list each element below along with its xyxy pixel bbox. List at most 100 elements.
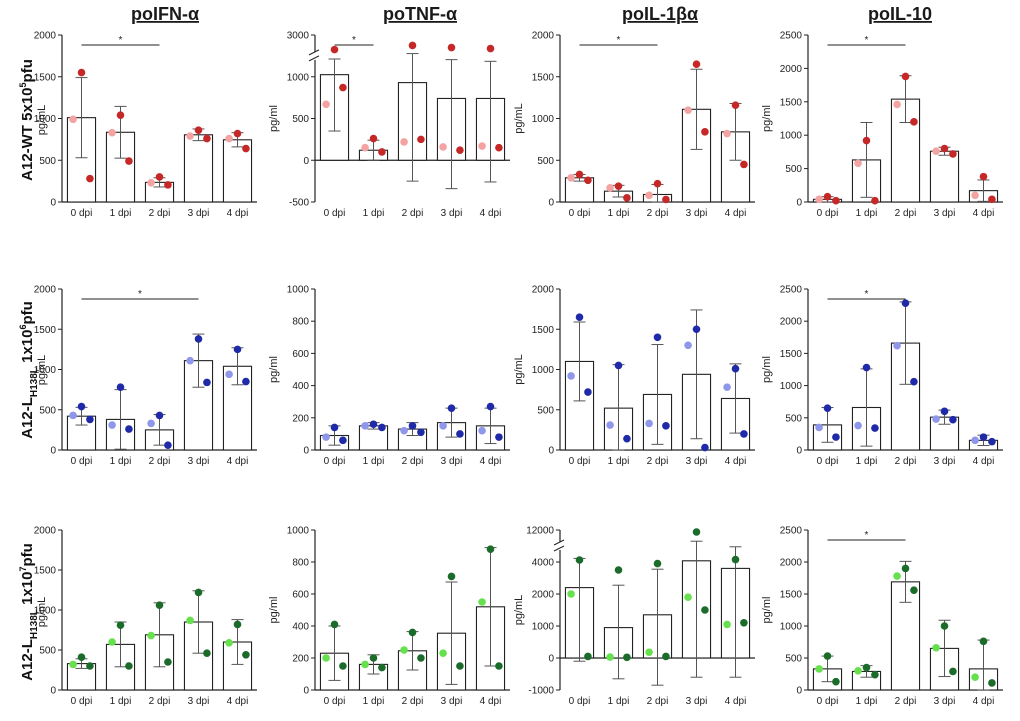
x-tick-label: 3 dpi bbox=[686, 456, 708, 467]
data-point bbox=[971, 436, 979, 445]
y-tick-label: 1500 bbox=[34, 566, 57, 577]
x-tick-label: 1 dpi bbox=[608, 208, 630, 219]
data-point bbox=[623, 653, 631, 662]
data-point bbox=[378, 423, 386, 432]
data-point bbox=[369, 420, 378, 429]
y-tick-label: 2000 bbox=[532, 285, 555, 296]
data-point bbox=[988, 437, 996, 446]
data-point bbox=[155, 601, 164, 609]
data-point bbox=[439, 649, 447, 657]
y-tick-label: 1500 bbox=[532, 325, 555, 336]
chart-panel-r0-c1: -500 0 500 1000 3000 pg/ml 0 dpi 1 dpi 2 dpi 3 dp… bbox=[268, 31, 510, 219]
data-point bbox=[486, 545, 495, 553]
data-point bbox=[339, 83, 347, 92]
y-axis-label: pg/ml bbox=[761, 597, 773, 624]
y-tick-label: 1500 bbox=[34, 72, 57, 83]
row-label-1e7: A12-LH138L 1x107pfu pg/mL bbox=[18, 543, 48, 681]
x-tick-label: 1 dpi bbox=[363, 696, 385, 707]
data-point bbox=[339, 662, 347, 670]
data-point bbox=[186, 356, 194, 365]
y-tick-label: 4000 bbox=[532, 558, 555, 569]
chart-panel-r0-c3: 0 500 1000 1500 2000 2500 pg/ml 0 dpi 1 dpi 2 dpi… bbox=[761, 31, 1003, 219]
data-point bbox=[832, 677, 840, 686]
x-tick-label: 0 dpi bbox=[569, 456, 591, 467]
x-tick-label: 2 dpi bbox=[895, 208, 917, 219]
chart-panel-r0-c0: 0 500 1000 1500 2000 0 dpi 1 dpi 2 dpi 3 dpi 4 dp… bbox=[34, 31, 257, 219]
x-tick-label: 2 dpi bbox=[895, 696, 917, 707]
data-point bbox=[815, 665, 823, 673]
y-tick-label: 600 bbox=[292, 349, 309, 360]
data-point bbox=[186, 132, 194, 140]
x-tick-label: 1 dpi bbox=[110, 208, 132, 219]
data-point bbox=[653, 179, 662, 188]
significance-star: * bbox=[865, 289, 869, 300]
data-point bbox=[932, 415, 940, 423]
y-tick-label: 2000 bbox=[34, 285, 57, 296]
x-tick-label: 3 dpi bbox=[441, 696, 463, 707]
y-tick-label: 0 bbox=[303, 446, 309, 457]
data-point bbox=[740, 160, 748, 169]
data-point bbox=[684, 106, 692, 114]
chart-panel-r2-c0: 0 500 1000 1500 2000 0 dpi 1 dpi 2 dpi 3 dpi 4 dp… bbox=[34, 526, 257, 707]
data-point bbox=[971, 673, 979, 681]
axis-break-mark bbox=[553, 539, 565, 546]
data-point bbox=[653, 333, 662, 342]
y-tick-label: -1000 bbox=[528, 686, 554, 697]
significance-star: * bbox=[138, 289, 142, 300]
data-point bbox=[723, 383, 731, 392]
chart-panel-r1-c1: 0 200 400 600 800 1000 pg/ml 0 dpi 1 dpi 2 dpi 3 d… bbox=[268, 285, 510, 467]
data-point bbox=[979, 172, 988, 181]
chart-panel-r2-c1: 0 200 400 600 800 1000 pg/ml 0 dpi 1 dpi 2 dpi 3 d… bbox=[268, 526, 510, 707]
y-tick-label: 2000 bbox=[34, 31, 57, 42]
data-point bbox=[125, 157, 133, 165]
data-point bbox=[692, 60, 701, 69]
x-tick-label: 4 dpi bbox=[725, 696, 747, 707]
x-tick-label: 0 dpi bbox=[71, 456, 93, 467]
chart-panel-r1-c0: 0 500 1000 1500 2000 0 dpi 1 dpi 2 dpi 3 dpi 4 dp… bbox=[34, 285, 257, 467]
y-tick-label: 600 bbox=[292, 590, 309, 601]
y-tick-label: 0 bbox=[303, 686, 309, 697]
data-point bbox=[69, 115, 77, 124]
data-point bbox=[86, 415, 94, 424]
data-point bbox=[701, 128, 709, 136]
data-point bbox=[901, 299, 910, 307]
row-label-wt: A12-WT 5x105pfu pg/mL bbox=[18, 59, 48, 181]
data-point bbox=[203, 649, 211, 657]
y-tick-label: 2000 bbox=[532, 31, 555, 42]
x-tick-label: 2 dpi bbox=[895, 456, 917, 467]
data-point bbox=[478, 426, 486, 435]
row-unit-1e7: pg/mL bbox=[36, 597, 48, 628]
x-tick-label: 2 dpi bbox=[647, 456, 669, 467]
x-tick-label: 2 dpi bbox=[149, 456, 171, 467]
y-tick-label: 0 bbox=[796, 446, 802, 457]
row-label-1e6: A12-LH138L 1x106pfu pg/mL bbox=[18, 301, 48, 439]
data-point bbox=[69, 660, 77, 669]
data-point bbox=[584, 388, 592, 396]
y-tick-label: 400 bbox=[292, 622, 309, 633]
data-point bbox=[225, 134, 233, 143]
x-tick-label: 3 dpi bbox=[686, 208, 708, 219]
data-point bbox=[584, 176, 592, 185]
x-tick-label: 3 dpi bbox=[441, 208, 463, 219]
y-tick-label: 2000 bbox=[780, 558, 803, 569]
data-point bbox=[125, 662, 133, 670]
data-point bbox=[439, 422, 447, 430]
y-tick-label: 500 bbox=[537, 405, 554, 416]
data-point bbox=[125, 425, 133, 433]
data-point bbox=[815, 423, 823, 432]
data-point bbox=[378, 663, 386, 672]
axis-break-gap bbox=[310, 51, 320, 60]
y-tick-label: 12000 bbox=[526, 526, 554, 537]
y-tick-label: 500 bbox=[39, 156, 56, 167]
bar bbox=[929, 150, 960, 203]
y-tick-label: 2500 bbox=[780, 526, 803, 537]
y-axis-label: pg/mL bbox=[513, 595, 525, 626]
data-point bbox=[378, 148, 386, 156]
data-point bbox=[194, 588, 203, 597]
data-point bbox=[86, 174, 94, 183]
y-axis-label: pg/ml bbox=[268, 105, 280, 132]
significance-star: * bbox=[617, 35, 621, 46]
chart-panel-r1-c2: 0 500 1000 1500 2000 pg/mL 0 dpi 1 dpi 2 dpi 3 dp… bbox=[513, 285, 755, 467]
data-point bbox=[623, 434, 631, 443]
data-point bbox=[910, 377, 918, 386]
